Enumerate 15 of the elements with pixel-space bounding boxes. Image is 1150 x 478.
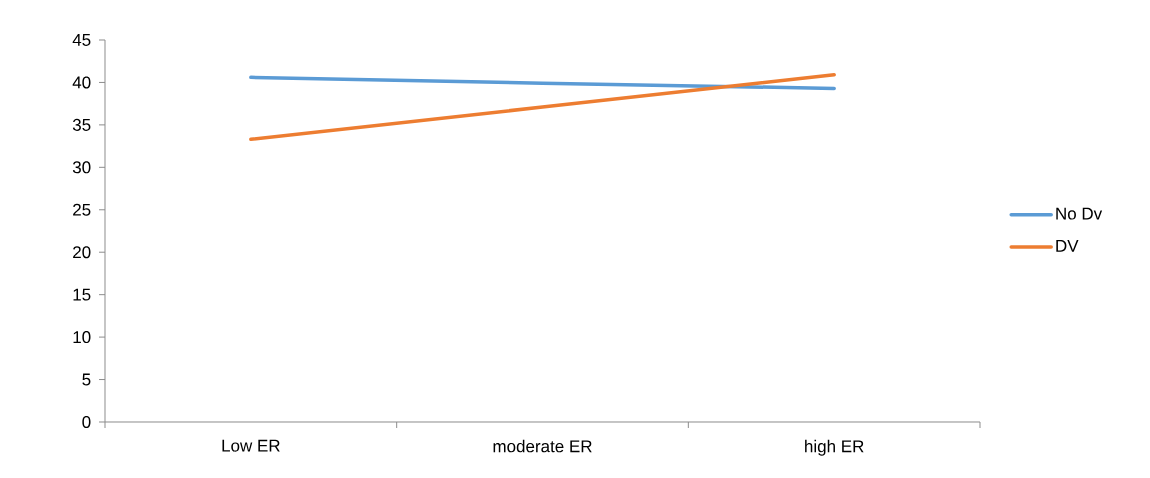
y-tick-label: 45 bbox=[72, 34, 91, 46]
y-tick-label: 0 bbox=[82, 415, 91, 429]
y-tick-label: 30 bbox=[72, 161, 91, 174]
y-tick-label: 40 bbox=[72, 76, 91, 89]
y-tick-label: 10 bbox=[73, 331, 91, 344]
x-tick-label: Low ER bbox=[222, 439, 280, 452]
legend-label: No Dv bbox=[1056, 207, 1103, 220]
legend-label: DV bbox=[1056, 239, 1079, 252]
x-tick-label: high ER bbox=[805, 439, 864, 456]
y-tick-label: 20 bbox=[73, 246, 91, 259]
y-tick-label: 25 bbox=[73, 203, 91, 216]
x-tick-label: moderate ER bbox=[493, 439, 592, 453]
y-tick-label: 5 bbox=[82, 373, 91, 386]
y-tick-label: 35 bbox=[72, 118, 91, 131]
y-tick-label: 15 bbox=[73, 288, 91, 301]
